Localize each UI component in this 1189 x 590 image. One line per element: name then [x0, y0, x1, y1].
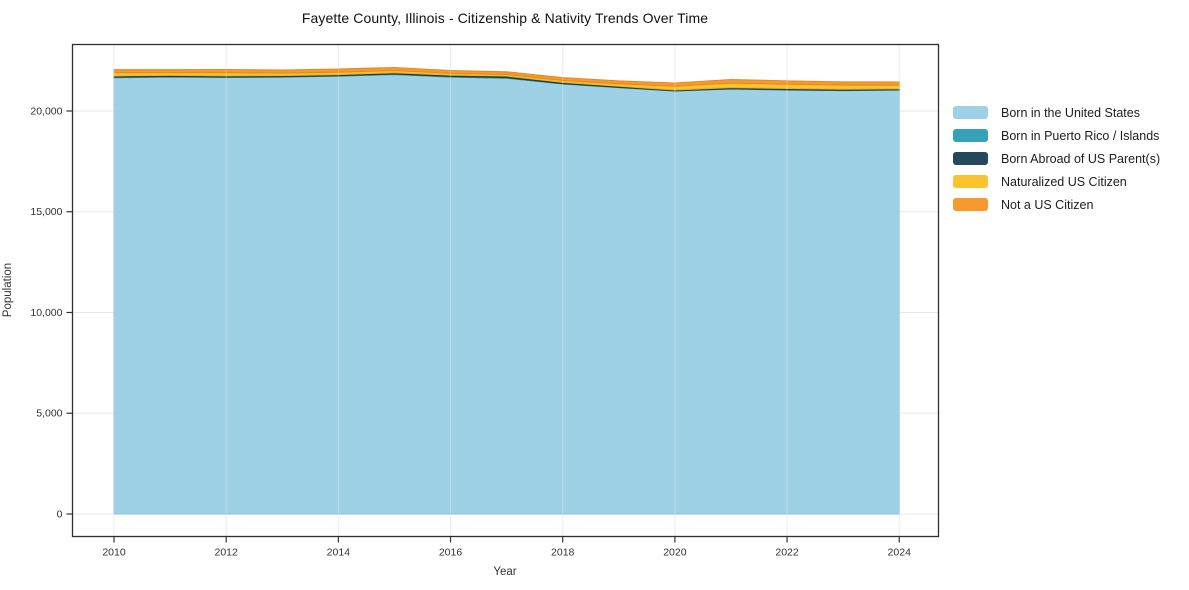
legend: Born in the United States Born in Puerto …	[953, 106, 1160, 221]
legend-swatch-born-in-puerto-rico-islands	[953, 129, 988, 142]
x-tick-label: 2020	[663, 547, 687, 559]
legend-label: Naturalized US Citizen	[1001, 174, 1127, 189]
chart-title: Fayette County, Illinois - Citizenship &…	[301, 10, 709, 26]
legend-swatch-naturalized-us-citizen	[953, 175, 988, 188]
legend-item-not-a-us-citizen[interactable]: Not a US Citizen	[953, 197, 1160, 212]
legend-swatch-not-a-us-citizen	[953, 198, 988, 211]
y-tick-label: 0	[57, 508, 63, 520]
y-axis-title: Population	[2, 262, 14, 318]
legend-swatch-born-abroad-of-us-parent-s	[953, 152, 988, 165]
legend-item-born-abroad-of-us-parent-s[interactable]: Born Abroad of US Parent(s)	[953, 151, 1161, 166]
x-tick-label: 2018	[551, 547, 575, 559]
x-tick-label: 2012	[215, 547, 239, 559]
x-tick-label: 2022	[775, 547, 799, 559]
x-tick-label: 2016	[439, 547, 463, 559]
legend-label: Not a US Citizen	[1001, 197, 1094, 212]
x-axis-title: Year	[493, 566, 517, 578]
y-tick-label: 5,000	[36, 408, 62, 420]
x-tick-label: 2014	[327, 547, 351, 559]
legend-label: Born in the United States	[1001, 105, 1140, 120]
area-not-a-us-citizen[interactable]	[113, 66, 900, 87]
y-tick-label: 15,000	[30, 206, 62, 218]
legend-item-naturalized-us-citizen[interactable]: Naturalized US Citizen	[953, 174, 1160, 189]
y-tick-label: 20,000	[30, 105, 62, 117]
y-tick-label: 10,000	[30, 307, 62, 319]
plot-border	[71, 43, 940, 538]
legend-label: Born Abroad of US Parent(s)	[1001, 151, 1161, 166]
area-born-in-the-united-states[interactable]	[113, 73, 900, 515]
legend-item-born-in-puerto-rico-islands[interactable]: Born in Puerto Rico / Islands	[953, 128, 1160, 143]
x-tick-label: 2024	[888, 547, 912, 559]
legend-swatch-born-in-the-united-states	[953, 106, 988, 119]
legend-label: Born in Puerto Rico / Islands	[1001, 128, 1160, 143]
x-tick-label: 2010	[102, 547, 126, 559]
legend-item-born-in-the-united-states[interactable]: Born in the United States	[953, 105, 1160, 120]
